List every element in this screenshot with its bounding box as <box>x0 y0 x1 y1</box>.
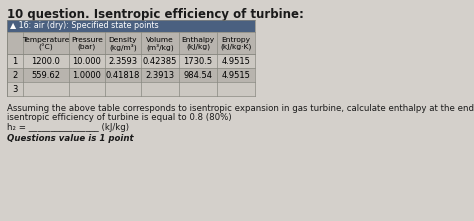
Text: 0.42385: 0.42385 <box>143 57 177 65</box>
Text: ▲ 16: air (dry): Specified state points: ▲ 16: air (dry): Specified state points <box>10 21 159 30</box>
Bar <box>7 82 255 96</box>
Text: Density: Density <box>109 37 137 43</box>
Text: 4.9515: 4.9515 <box>221 57 250 65</box>
Text: 10 question. Isentropic efficiency of turbine:: 10 question. Isentropic efficiency of tu… <box>7 8 304 21</box>
Text: 2.3593: 2.3593 <box>109 57 137 65</box>
Bar <box>7 54 255 68</box>
Text: Volume: Volume <box>146 37 174 43</box>
Bar <box>7 68 255 82</box>
Text: Temperature: Temperature <box>22 37 70 43</box>
Text: Pressure: Pressure <box>71 37 103 43</box>
Text: 1: 1 <box>12 57 18 65</box>
Text: Entropy: Entropy <box>221 37 251 43</box>
Text: 0.41818: 0.41818 <box>106 70 140 80</box>
Text: 984.54: 984.54 <box>183 70 212 80</box>
Text: Questions value is 1 point: Questions value is 1 point <box>7 134 134 143</box>
Text: 2: 2 <box>12 70 18 80</box>
Text: 10.000: 10.000 <box>73 57 101 65</box>
Text: (bar): (bar) <box>78 44 96 50</box>
Text: (kJ/kg): (kJ/kg) <box>186 44 210 50</box>
Text: 4.9515: 4.9515 <box>221 70 250 80</box>
Text: 1.0000: 1.0000 <box>73 70 101 80</box>
Text: isentropic efficiency of turbine is equal to 0.8 (80%): isentropic efficiency of turbine is equa… <box>7 113 232 122</box>
Text: 1730.5: 1730.5 <box>183 57 212 65</box>
Text: (kJ/kg·K): (kJ/kg·K) <box>220 44 252 50</box>
Text: (°C): (°C) <box>38 43 54 51</box>
Text: (kg/m³): (kg/m³) <box>109 43 137 51</box>
Bar <box>7 32 255 54</box>
Text: 2.3913: 2.3913 <box>146 70 174 80</box>
Text: 559.62: 559.62 <box>31 70 61 80</box>
Text: h₂ = ________________ (kJ/kg): h₂ = ________________ (kJ/kg) <box>7 123 129 132</box>
Text: Enthalpy: Enthalpy <box>182 37 215 43</box>
Text: 3: 3 <box>12 84 18 93</box>
Bar <box>7 20 255 32</box>
Text: 1200.0: 1200.0 <box>32 57 61 65</box>
Text: (m³/kg): (m³/kg) <box>146 43 174 51</box>
Text: Assuming the above table corresponds to isentropic expansion in gas turbine, cal: Assuming the above table corresponds to … <box>7 104 474 113</box>
